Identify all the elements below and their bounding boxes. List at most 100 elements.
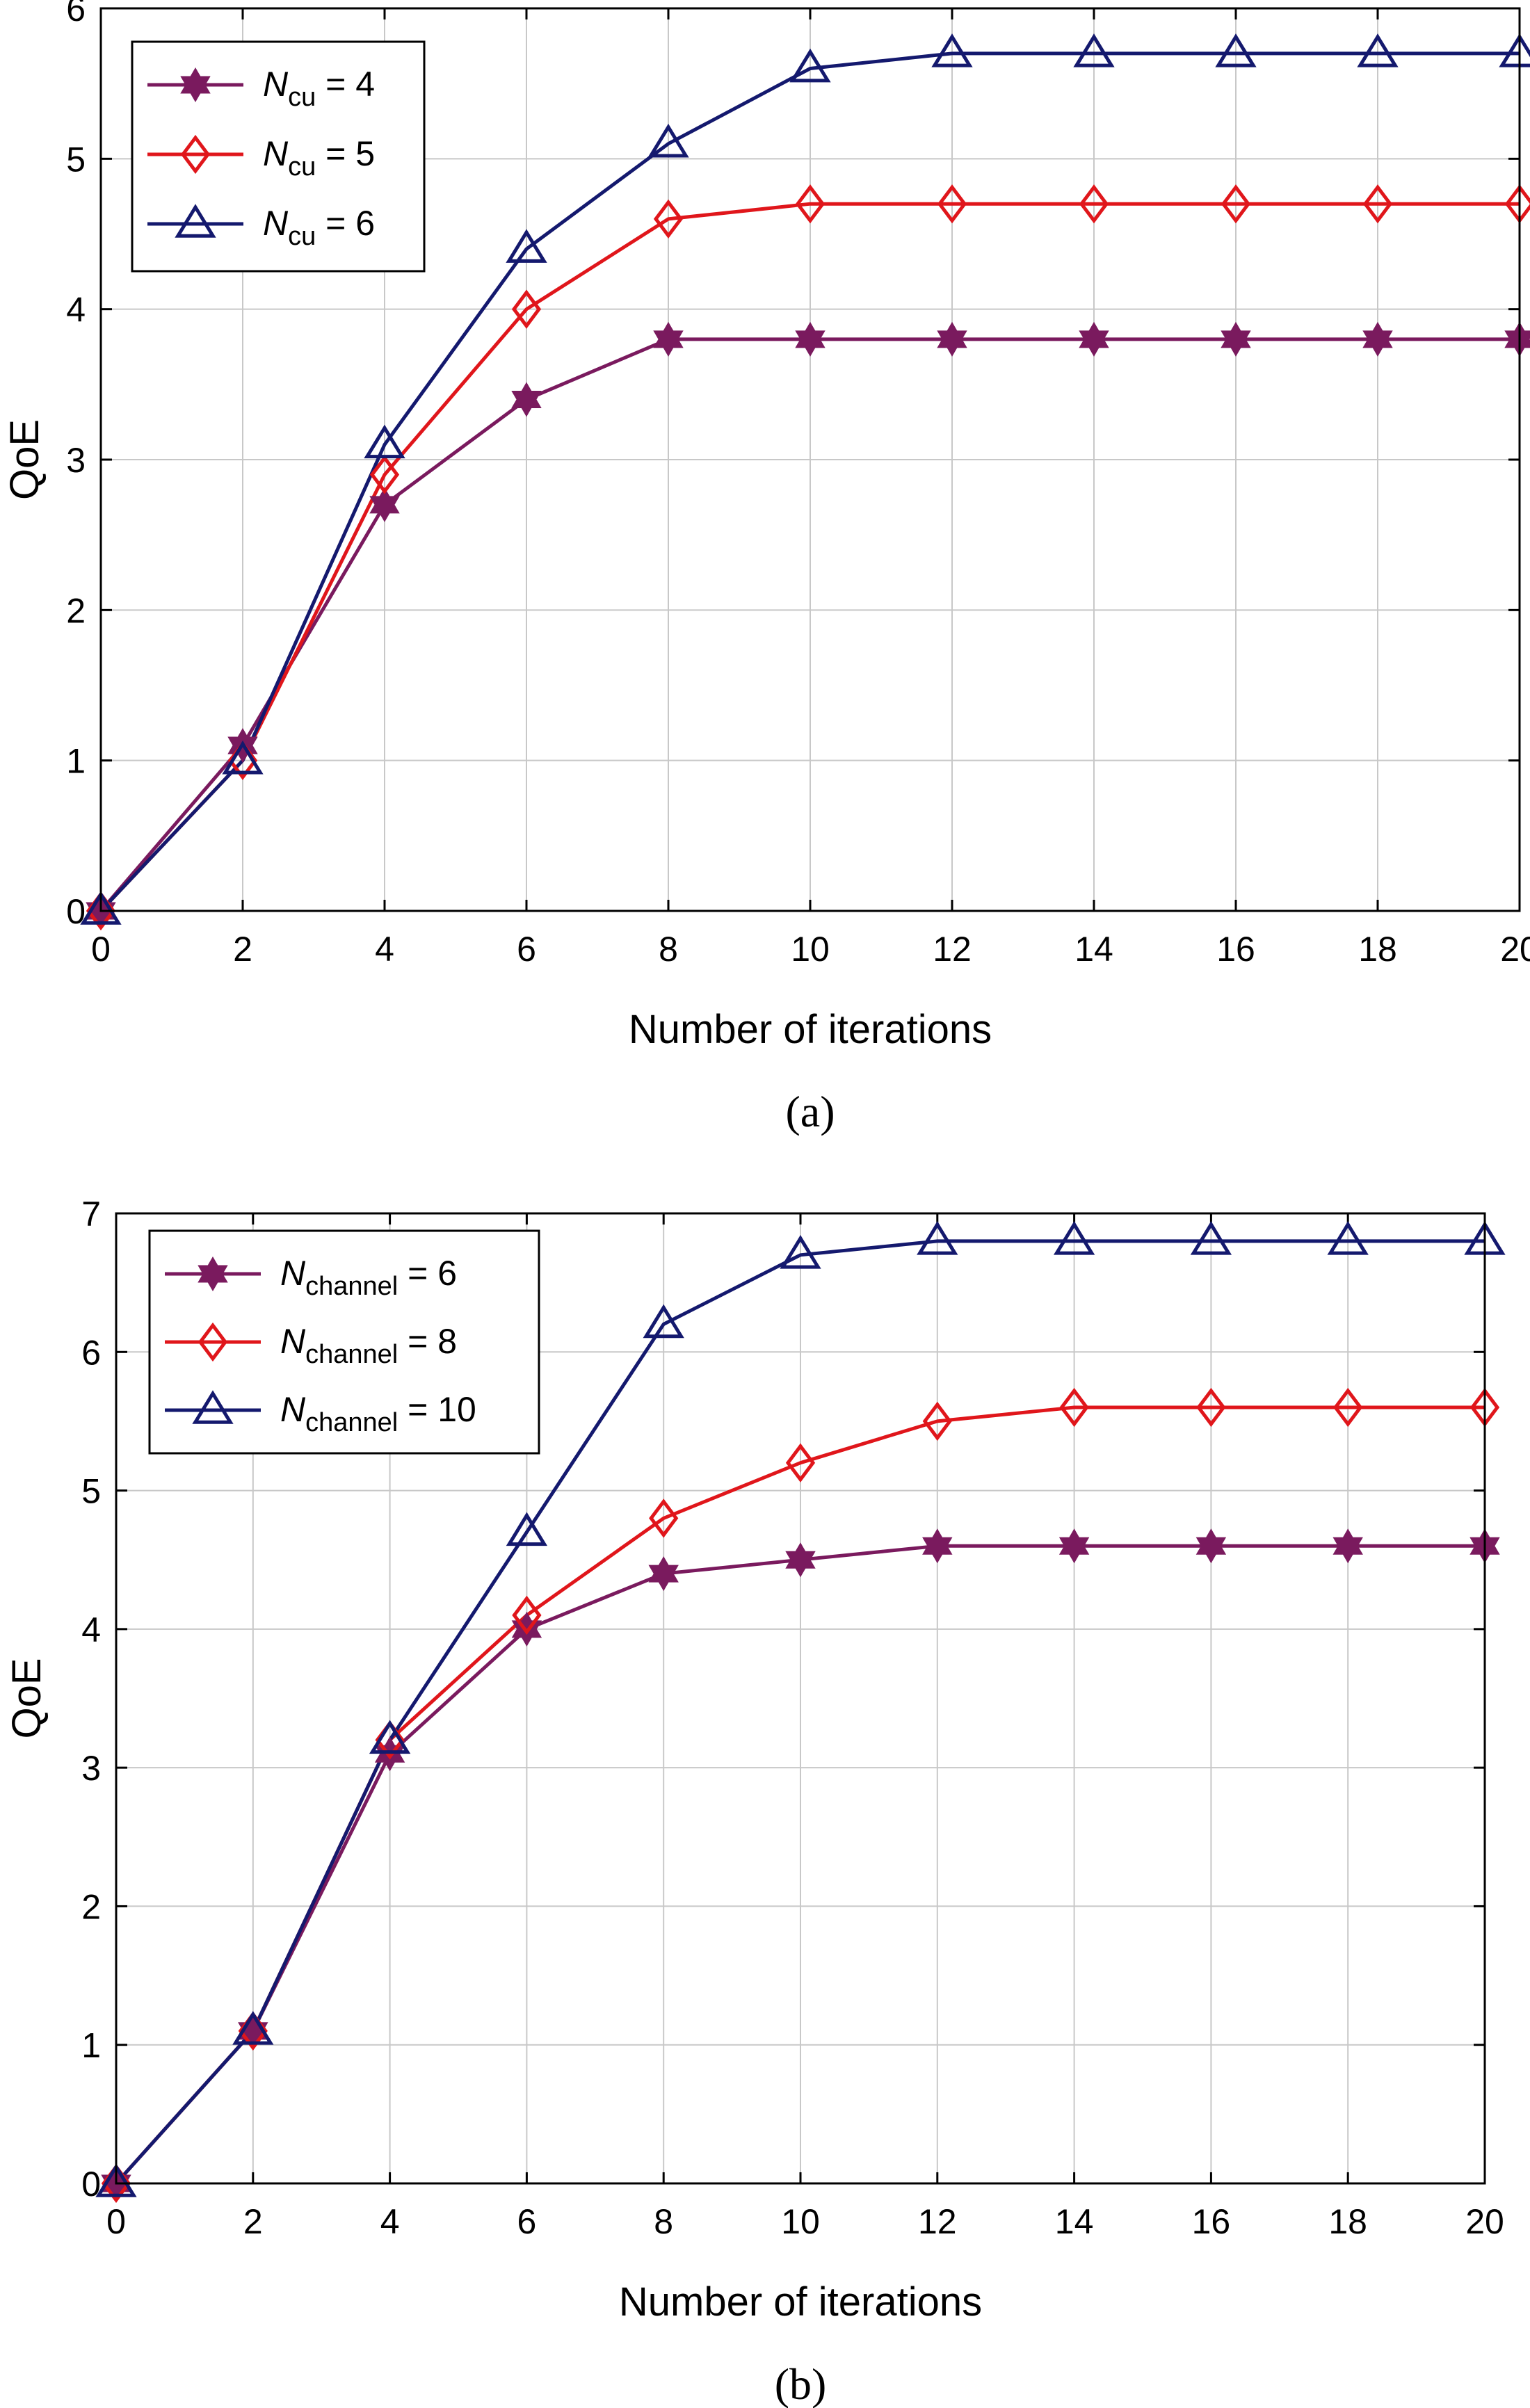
x-tick-label: 0 (91, 930, 111, 969)
data-point-triangle (1215, 33, 1257, 67)
data-point-diamond (511, 289, 542, 329)
data-point-star (1362, 321, 1393, 357)
axes-box (115, 1212, 1486, 2185)
legend-marker-star (198, 1256, 228, 1291)
data-point-star-down (1332, 1537, 1363, 1564)
data-point-triangle (643, 1304, 684, 1339)
y-tick-label: 2 (66, 591, 86, 630)
data-point-star-down (1221, 330, 1251, 357)
data-point-star (511, 382, 542, 417)
series-line-triangle (99, 51, 1520, 912)
y-tick-label: 6 (66, 0, 86, 29)
data-point-star-down (1362, 330, 1393, 357)
data-point-triangle (917, 1221, 958, 1255)
y-tick-label: 5 (81, 1472, 101, 1511)
x-tick-label: 12 (933, 930, 972, 969)
data-point-triangle (1073, 33, 1115, 67)
data-point-diamond (795, 184, 826, 224)
y-tick-label: 7 (81, 1195, 101, 1234)
x-tick-label: 20 (1500, 930, 1530, 969)
data-point-triangle (232, 2010, 274, 2045)
legend-label: Ncu = 4 (263, 65, 375, 112)
data-point-star (653, 321, 684, 357)
data-point-diamond (1362, 184, 1393, 224)
x-tick-label: 4 (380, 2202, 400, 2241)
x-tick-label: 12 (918, 2202, 957, 2241)
data-point-star (1079, 321, 1109, 357)
data-point-diamond (1333, 1387, 1363, 1428)
legend-item: Nchannel = 6 (165, 1254, 457, 1301)
data-point-star (648, 1556, 679, 1592)
data-point-triangle (506, 1512, 548, 1546)
data-point-star-down (785, 1551, 816, 1578)
data-point-star (1221, 321, 1251, 357)
legend: Nchannel = 6 Nchannel = 8 Nchannel = 10 (148, 1229, 540, 1455)
figure-caption: (b) (775, 2359, 827, 2408)
data-point-diamond (1196, 1387, 1226, 1428)
data-point-triangle (1053, 1221, 1095, 1255)
data-point-diamond (1221, 184, 1251, 224)
data-point-star (795, 321, 826, 357)
data-point-triangle (1190, 1221, 1232, 1255)
data-point-star (1058, 1528, 1090, 1564)
data-point-triangle (80, 891, 122, 925)
legend-item: Ncu = 6 (147, 204, 375, 251)
x-axis-label: Number of iterations (629, 1007, 992, 1052)
data-point-triangle (1357, 33, 1399, 67)
y-axis-label: QoE (2, 419, 47, 500)
figure-caption: (a) (785, 1087, 835, 1136)
data-point-star (1332, 1528, 1363, 1564)
legend: Ncu = 4 Ncu = 5 Ncu = 6 (131, 40, 426, 273)
x-tick-label: 8 (654, 2202, 673, 2241)
x-tick-label: 6 (517, 2202, 536, 2241)
data-point-triangle (1327, 1221, 1369, 1255)
data-point-star-down (1195, 1537, 1227, 1564)
data-point-star-down (1079, 330, 1109, 357)
data-point-star (369, 487, 400, 522)
data-point-triangle (931, 33, 973, 67)
legend-item: Nchannel = 8 (165, 1322, 457, 1369)
data-point-star-down (227, 736, 258, 763)
data-point-triangle (95, 2163, 137, 2197)
data-point-star-down (511, 391, 542, 417)
legend-marker-star (180, 67, 211, 102)
y-tick-label: 3 (66, 441, 86, 480)
legend-item: Ncu = 5 (147, 134, 375, 181)
data-point-star-down (922, 1537, 953, 1564)
legend-label: Ncu = 6 (263, 204, 375, 251)
x-tick-label: 20 (1465, 2202, 1504, 2241)
y-tick-label: 0 (81, 2165, 101, 2204)
x-axis-label: Number of iterations (619, 2279, 982, 2325)
series-line-diamond (99, 202, 1520, 912)
x-tick-label: 10 (781, 2202, 820, 2241)
data-point-diamond (1059, 1387, 1089, 1428)
data-point-triangle (222, 740, 264, 775)
data-point-star-down (1058, 1537, 1090, 1564)
axes-box (99, 7, 1521, 912)
y-tick-label: 1 (81, 2026, 101, 2065)
data-point-diamond (1079, 184, 1109, 224)
y-axis-label: QoE (4, 1658, 49, 1738)
data-point-star-down (238, 2022, 268, 2049)
x-tick-label: 8 (659, 930, 678, 969)
x-tick-label: 16 (1192, 2202, 1231, 2241)
x-tick-label: 0 (106, 2202, 126, 2241)
data-point-star-down (648, 1565, 679, 1592)
legend-item: Nchannel = 10 (165, 1390, 476, 1437)
data-point-diamond (785, 1443, 816, 1482)
data-point-triangle (789, 48, 831, 83)
y-tick-label: 2 (81, 1887, 101, 1926)
data-point-diamond (512, 1595, 542, 1635)
legend-marker-diamond (198, 1322, 228, 1362)
data-point-diamond (369, 455, 400, 494)
legend-label: Nchannel = 8 (280, 1322, 457, 1369)
data-point-diamond (653, 199, 684, 239)
y-tick-label: 0 (66, 892, 86, 931)
data-point-star (922, 1528, 953, 1564)
y-tick-label: 5 (66, 140, 86, 179)
x-tick-label: 10 (791, 930, 830, 969)
data-point-star (1195, 1528, 1227, 1564)
